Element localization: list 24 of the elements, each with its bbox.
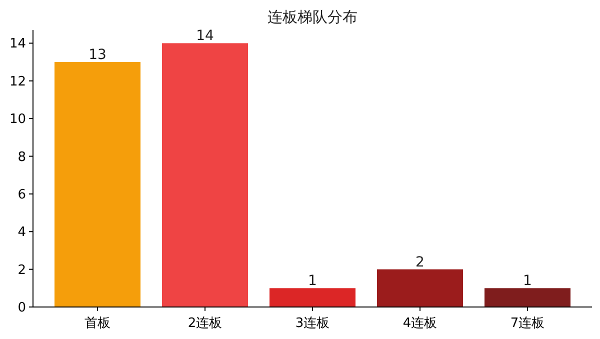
y-tick-label: 4 xyxy=(18,225,26,240)
bar xyxy=(270,288,356,307)
bar xyxy=(377,269,463,307)
y-tick-label: 12 xyxy=(9,74,26,90)
bar xyxy=(54,62,140,307)
x-tick-label: 7连板 xyxy=(510,316,545,331)
bar xyxy=(484,288,570,307)
data-label: 13 xyxy=(88,47,106,64)
y-tick-label: 0 xyxy=(18,300,26,316)
x-tick-label: 4连板 xyxy=(402,316,438,331)
x-tick-label: 2连板 xyxy=(188,316,222,331)
data-label: 14 xyxy=(196,28,214,44)
chart-title: 连板梯队分布 xyxy=(268,8,358,26)
y-tick-label: 2 xyxy=(18,262,26,278)
y-tick-label: 10 xyxy=(9,112,26,128)
x-tick-label: 3连板 xyxy=(295,316,330,331)
y-tick-label: 6 xyxy=(18,187,26,202)
data-label: 2 xyxy=(416,254,424,270)
bar xyxy=(162,43,248,307)
x-tick-label: 首板 xyxy=(84,316,110,331)
data-label: 1 xyxy=(308,273,317,290)
y-tick-label: 14 xyxy=(9,36,26,52)
data-label: 1 xyxy=(523,273,532,290)
y-tick-label: 8 xyxy=(18,150,26,165)
